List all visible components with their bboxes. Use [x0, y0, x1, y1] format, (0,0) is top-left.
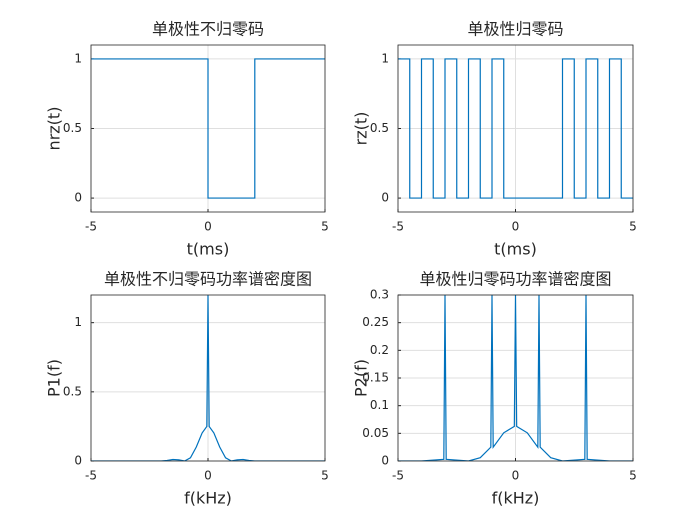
y-axis-label: nrz(t) [45, 107, 64, 151]
y-tick-label: 0.2 [370, 343, 389, 357]
chart-title: 单极性不归零码 [152, 20, 264, 39]
axes-box [397, 294, 634, 462]
y-tick-label: 0.5 [63, 384, 82, 398]
x-axis-label: t(ms) [187, 240, 230, 259]
subplot: 0 0.5 1 -5 0 5 单极性不归零码 t(ms) nrz(t) [45, 20, 329, 259]
data-line [91, 295, 325, 461]
chart-title: 单极性归零码 [467, 20, 563, 39]
data-line [398, 295, 633, 461]
y-tick-label: 0.15 [362, 371, 389, 385]
x-tick-label: 0 [512, 469, 520, 483]
y-tick-label: 0.25 [362, 315, 389, 329]
x-tick-label: 0 [512, 220, 520, 234]
axes-box [90, 44, 326, 213]
data-line [91, 58, 325, 199]
axes-box [90, 294, 326, 462]
data-line [398, 58, 633, 199]
subplot: 0 0.5 1 -5 0 5 单极性归零码 t(ms) rz(t) [352, 20, 637, 259]
x-tick-label: 5 [321, 469, 329, 483]
y-tick-label: 1 [74, 51, 82, 65]
x-tick-label: 0 [204, 469, 212, 483]
x-tick-label: 5 [321, 220, 329, 234]
y-tick-label: 0 [74, 454, 82, 468]
y-axis-label: rz(t) [352, 112, 371, 146]
subplot: 00.050.10.150.20.250.3-5 0 5单极性归零码功率谱密度图f(… [352, 270, 637, 508]
chart-title: 单极性不归零码功率谱密度图 [104, 270, 312, 289]
x-axis-label: f(kHz) [184, 489, 232, 508]
x-tick-label: -5 [392, 220, 404, 234]
x-tick-label: -5 [85, 220, 97, 234]
y-tick-label: 1 [381, 51, 389, 65]
axes-box [397, 44, 634, 213]
y-tick-label: 1 [74, 315, 82, 329]
y-tick-label: 0 [381, 191, 389, 205]
y-axis-label: P2(f) [352, 359, 371, 397]
y-tick-label: 0.5 [63, 121, 82, 135]
y-tick-label: 0 [74, 191, 82, 205]
y-tick-label: 0.05 [362, 426, 389, 440]
y-tick-label: 0.5 [370, 121, 389, 135]
y-tick-label: 0 [381, 454, 389, 468]
y-tick-label: 0.1 [370, 398, 389, 412]
x-tick-label: 0 [204, 220, 212, 234]
x-axis-label: f(kHz) [492, 489, 540, 508]
x-tick-label: 5 [629, 469, 637, 483]
x-tick-label: 5 [629, 220, 637, 234]
x-axis-label: t(ms) [494, 240, 537, 259]
x-tick-label: -5 [392, 469, 404, 483]
y-tick-label: 0.3 [370, 288, 389, 302]
chart-title: 单极性归零码功率谱密度图 [419, 270, 611, 289]
x-tick-label: -5 [85, 469, 97, 483]
y-axis-label: P1(f) [45, 359, 64, 397]
